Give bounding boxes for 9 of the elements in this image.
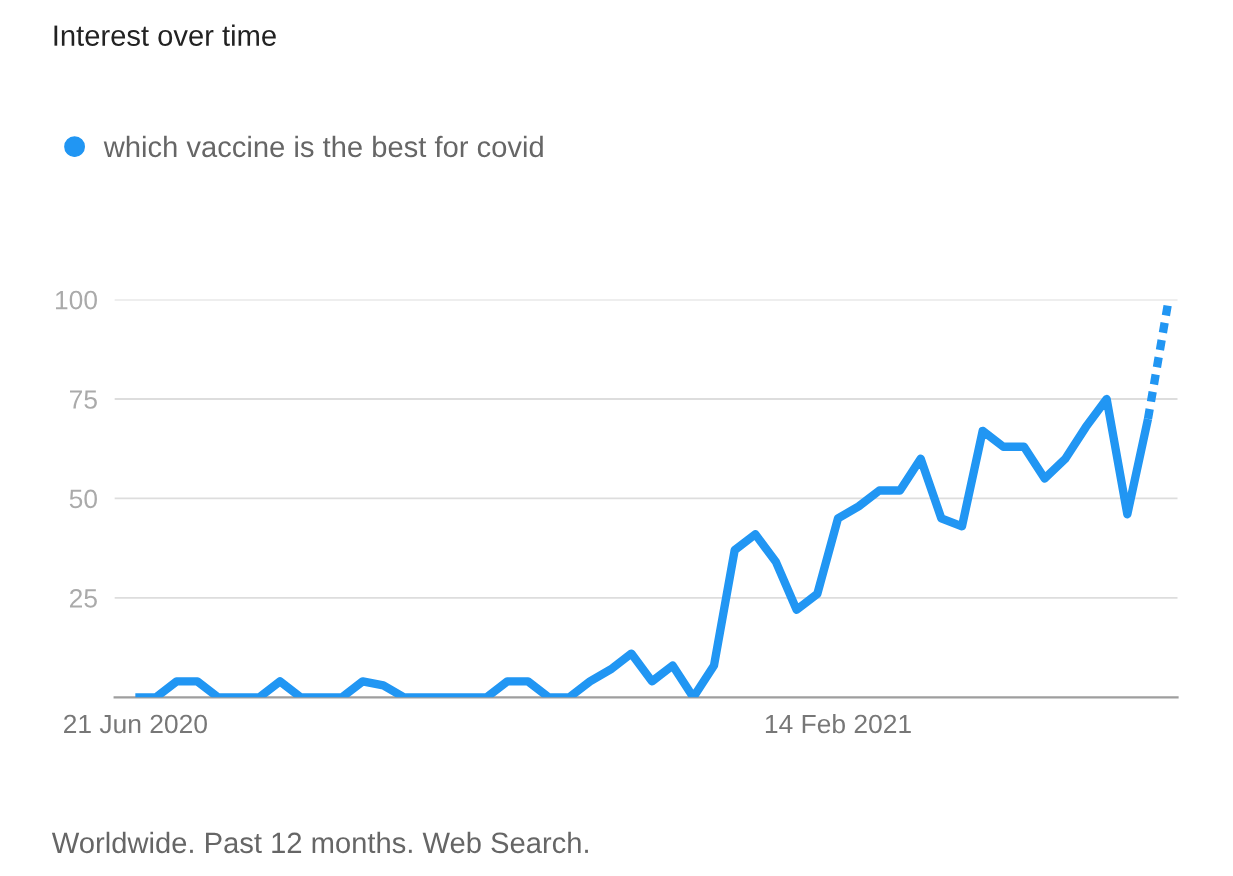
y-tick-label: 25 (69, 589, 97, 608)
y-tick-label: 50 (69, 489, 97, 509)
x-tick-label: 21 Jun 2020 (64, 714, 207, 734)
y-tick-label: 75 (70, 390, 97, 409)
y-tick-label: 100 (55, 290, 97, 310)
x-tick-label: 14 Feb 2021 (765, 713, 911, 734)
legend-label: which vaccine is the best for covid (103, 135, 543, 158)
text: Worldwide. Past 12 months. Web Search. (51, 831, 588, 854)
chart-title: Interest over time (54, 24, 276, 46)
